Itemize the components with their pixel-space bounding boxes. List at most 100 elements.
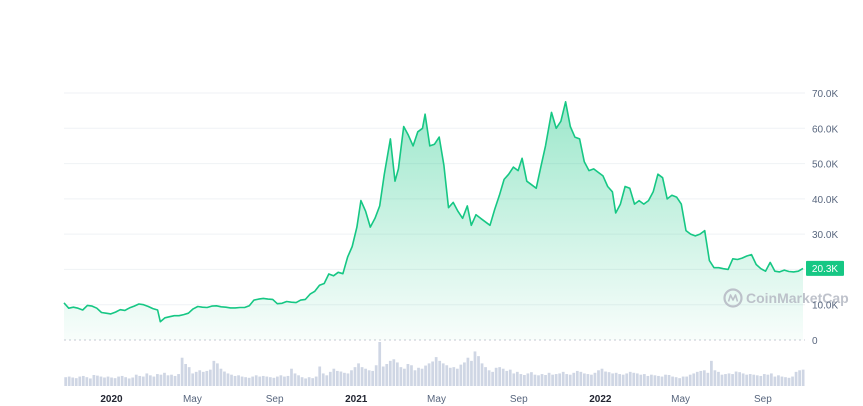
- volume-bar: [551, 374, 554, 386]
- volume-bar: [607, 372, 611, 386]
- volume-bar: [198, 370, 202, 386]
- volume-bar: [745, 374, 749, 386]
- volume-bar: [702, 370, 706, 386]
- volume-bar: [106, 376, 110, 386]
- price-line: [63, 101, 804, 323]
- volume-bar: [283, 376, 286, 386]
- volume-bar: [293, 373, 297, 386]
- volume-bar: [67, 376, 71, 386]
- volume-bar: [752, 374, 756, 386]
- volume-bar: [441, 363, 445, 386]
- volume-bar: [794, 371, 798, 386]
- volume-bar: [148, 375, 152, 386]
- volume-bar: [194, 371, 198, 386]
- volume-bar: [297, 375, 300, 386]
- volume-bar: [410, 365, 413, 386]
- volume-bar: [748, 374, 752, 386]
- volume-bar: [276, 376, 279, 386]
- volume-bar: [477, 356, 480, 386]
- volume-bar: [731, 374, 734, 386]
- volume-bar: [498, 367, 502, 386]
- volume-bar: [766, 374, 770, 386]
- volume-bar: [561, 371, 565, 386]
- volume-bar: [678, 378, 681, 386]
- volume-bar: [713, 370, 717, 386]
- volume-bar: [145, 373, 149, 386]
- volume-bar: [526, 373, 530, 386]
- volume-bar: [579, 371, 583, 386]
- coinmarketcap-logo-icon: [723, 288, 743, 308]
- watermark-text: CoinMarketCap: [746, 290, 849, 306]
- volume-bar: [628, 371, 632, 386]
- current-price-label: 20.3K: [812, 264, 838, 275]
- volume-bar: [724, 374, 727, 386]
- volume-bar: [427, 363, 431, 386]
- volume-bar: [96, 375, 99, 386]
- x-tick-label: May: [671, 394, 690, 405]
- volume-bar: [81, 375, 85, 386]
- volume-bar: [632, 372, 636, 386]
- volume-bar: [646, 375, 650, 386]
- volume-bar: [120, 375, 124, 386]
- volume-bar: [537, 375, 540, 386]
- volume-bar: [201, 371, 205, 386]
- volume-bar: [590, 374, 593, 386]
- volume-bar: [170, 374, 173, 386]
- x-tick-label: 2021: [345, 394, 368, 405]
- volume-bar: [399, 367, 403, 386]
- volume-bar: [117, 376, 120, 386]
- volume-bar: [600, 368, 604, 386]
- volume-bar: [667, 375, 671, 386]
- volume-bar: [258, 376, 262, 386]
- volume-bar: [141, 376, 145, 386]
- volume-bar: [639, 374, 643, 386]
- volume-bar: [540, 374, 544, 386]
- volume-bar: [85, 377, 89, 386]
- volume-bar: [89, 378, 92, 386]
- volume-bar: [78, 376, 82, 386]
- volume-bar: [530, 372, 533, 386]
- volume-bar: [339, 371, 343, 386]
- volume-bar: [523, 375, 526, 386]
- volume-bar: [219, 368, 223, 386]
- volume-bar: [674, 377, 678, 386]
- volume-bar: [187, 367, 191, 386]
- volume-bar: [332, 368, 336, 386]
- volume-bar: [223, 371, 226, 386]
- volume-bar: [388, 360, 392, 386]
- volume-bar: [621, 374, 625, 386]
- volume-bar: [251, 376, 255, 386]
- volume-bar: [515, 371, 519, 386]
- volume-bar: [717, 371, 720, 386]
- volume-bar: [336, 370, 339, 386]
- volume-bar: [770, 373, 773, 386]
- volume-bar: [325, 375, 329, 386]
- volume-bar: [343, 372, 346, 386]
- volume-bar: [801, 369, 805, 386]
- volume-bar: [177, 374, 180, 386]
- volume-bar: [304, 378, 307, 386]
- volume-bar: [741, 373, 745, 386]
- volume-bar: [480, 363, 484, 386]
- volume-bar: [353, 367, 357, 386]
- x-tick-label: May: [427, 394, 446, 405]
- volume-bar: [575, 370, 579, 386]
- volume-bar: [307, 377, 311, 386]
- volume-bar: [374, 365, 378, 386]
- volume-bar: [653, 375, 657, 386]
- volume-bar: [508, 369, 512, 386]
- volume-bar: [787, 377, 791, 386]
- volume-bar: [487, 370, 491, 386]
- volume-bar: [286, 375, 290, 386]
- volume-bar: [138, 375, 142, 386]
- volume-bar: [240, 376, 244, 386]
- volume-bars: [64, 342, 805, 386]
- volume-bar: [554, 374, 558, 386]
- volume-bar: [208, 369, 212, 386]
- volume-bar: [134, 374, 138, 386]
- volume-bar: [685, 376, 689, 386]
- volume-bar: [593, 372, 597, 386]
- volume-bar: [268, 377, 272, 386]
- volume-bar: [505, 370, 509, 386]
- volume-bar: [261, 375, 265, 386]
